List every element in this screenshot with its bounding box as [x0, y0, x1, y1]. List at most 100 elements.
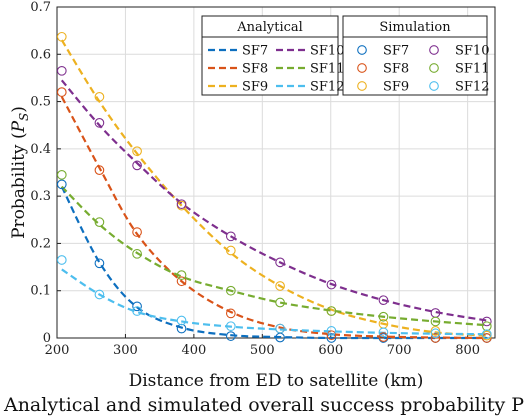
legend-label-sf10: SF10: [310, 44, 344, 59]
series-sf10-sim-point: [225, 231, 236, 242]
series-sf8-sim-point: [430, 333, 441, 343]
series-sf7-sim-point: [132, 301, 142, 312]
y-tick-label: 0.4: [30, 142, 51, 157]
y-tick-label: 0.5: [30, 95, 51, 110]
series-sf12-sim-point: [94, 289, 105, 300]
legend-label-sf11: SF11: [455, 62, 489, 77]
axis-ticks: 200 300 400 500 600 700 800 0 0.1 0.2 0.3 0.4 0.5 0.6…: [30, 0, 480, 358]
figure-caption: Analytical and simulated overall success…: [3, 394, 525, 416]
legend-label-sf12: SF12: [310, 80, 344, 95]
series-sf10-sim-point: [132, 160, 142, 171]
series-sf12-sim-point: [132, 306, 142, 316]
legend-swatch-sf10: [429, 45, 439, 55]
legend-swatch-sf8: [357, 63, 367, 73]
series-sf12-sim-point: [481, 329, 492, 340]
series-sf7-sim-point: [176, 323, 187, 334]
series-sf8-sim-point: [132, 227, 142, 237]
legend-label-sf9: SF9: [242, 80, 268, 95]
series-sf12-sim-point: [378, 327, 389, 338]
x-tick-label: 200: [45, 343, 70, 358]
legend-swatch-sf11: [429, 63, 439, 73]
x-tick-label: 300: [113, 343, 138, 358]
legend-header-analytical: Analytical: [236, 20, 303, 35]
series-sf9-sim-point: [275, 281, 285, 291]
series-sf8-sim-point: [326, 330, 337, 341]
series-sf12-sim-point: [275, 323, 285, 334]
series-sf10-sim-point: [378, 295, 389, 306]
series-sf8-analytical-line: [60, 96, 487, 340]
x-tick-label: 400: [181, 343, 206, 358]
series-sf11-sim-point: [56, 170, 67, 180]
series-sf7-sim-point: [56, 179, 67, 190]
legend-swatch-sf9: [357, 81, 367, 91]
legend-label-sf11: SF11: [310, 62, 344, 77]
y-tick-label: 0.1: [30, 284, 51, 299]
series-sf9-sim-point: [225, 245, 236, 256]
series-sf11-sim-point: [481, 321, 492, 332]
legend: Analytical SF7 SF8 SF9 SF10 SF11 SF12 Simulatio…: [201, 15, 489, 96]
series-sf9-sim-point: [132, 146, 142, 157]
series-sf11-sim-point: [275, 297, 285, 308]
series-sf10-sim-point: [481, 316, 492, 327]
series-sf11-sim-point: [176, 270, 187, 280]
series-sf10-sim-point: [94, 117, 105, 128]
series-sf9-sim-point: [430, 326, 441, 336]
y-tick-label: 0.7: [30, 0, 51, 15]
series-sf7-sim-point: [326, 333, 337, 343]
x-tick-label: 600: [318, 343, 343, 358]
series: [56, 31, 492, 343]
legend-label-sf12: SF12: [455, 80, 489, 95]
series-sf9-sim-point: [56, 31, 67, 42]
series-sf12-sim-point: [225, 321, 236, 332]
series-sf11-sim-point: [94, 217, 105, 227]
legend-swatch-sf12: [429, 81, 439, 91]
series-sf8-sim-point: [378, 332, 389, 342]
legend-label-sf7: SF7: [242, 44, 268, 59]
series-sf12-sim-point: [56, 255, 67, 265]
legend-box-simulation: [342, 15, 488, 96]
chart: 200 300 400 500 600 700 800 0 0.1 0.2 0.3 0.4 0.5 0.6…: [9, 0, 496, 391]
series-sf10-sim-point: [176, 199, 187, 210]
series-sf11-sim-point: [430, 316, 441, 327]
x-tick-label: 500: [250, 343, 275, 358]
series-sf12-sim-point: [176, 315, 187, 326]
series-sf11-sim-point: [225, 285, 236, 296]
y-tick-label: 0.2: [30, 236, 51, 251]
series-sf11-analytical-line: [61, 185, 487, 327]
series-sf8-sim-point: [176, 276, 187, 287]
series-sf10-analytical-line: [60, 79, 487, 322]
series-sf8-sim-point: [225, 308, 236, 319]
legend-box-analytical: [201, 15, 339, 96]
series-sf9-analytical-line: [60, 39, 487, 337]
y-axis-title: Probability (PS): [9, 106, 31, 239]
y-tick-label: 0.3: [30, 189, 51, 204]
legend-label-sf9: SF9: [383, 80, 409, 95]
legend-swatch-sf7: [357, 45, 367, 55]
x-tick-label: 700: [387, 343, 412, 358]
series-sf11-sim-point: [378, 311, 389, 322]
series-sf10-sim-point: [56, 65, 67, 76]
series-sf11-sim-point: [326, 306, 337, 316]
series-sf10-sim-point: [275, 257, 285, 268]
series-sf12-sim-point: [430, 328, 441, 339]
legend-label-sf8: SF8: [242, 62, 268, 77]
legend-label-sf10: SF10: [455, 44, 489, 59]
legend-label-sf8: SF8: [383, 62, 409, 77]
series-sf7-analytical-line: [60, 186, 487, 340]
series-sf10-sim-point: [326, 279, 337, 290]
series-sf8-sim-point: [56, 87, 67, 97]
series-sf11-sim-point: [132, 248, 142, 259]
legend-header-simulation: Simulation: [379, 20, 451, 35]
y-tick-label: 0.6: [30, 47, 51, 62]
y-tick-label: 0: [43, 331, 51, 346]
series-sf7-sim-point: [225, 331, 236, 341]
series-sf8-sim-point: [94, 165, 105, 175]
series-sf12-sim-point: [326, 326, 337, 336]
series-sf8-sim-point: [481, 333, 492, 343]
series-sf7-sim-point: [94, 258, 105, 269]
series-sf12-analytical-line: [61, 268, 487, 336]
series-sf9-sim-point: [94, 91, 105, 102]
legend-label-sf7: SF7: [383, 44, 409, 59]
x-tick-label: 800: [455, 343, 480, 358]
x-axis-title: Distance from ED to satellite (km): [129, 371, 424, 391]
